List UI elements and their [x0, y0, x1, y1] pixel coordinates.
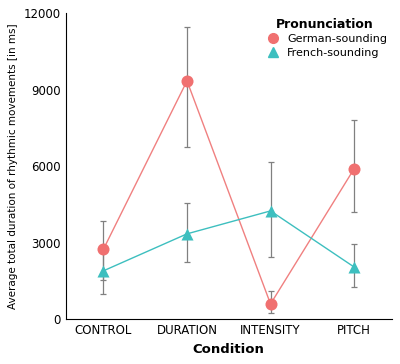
Y-axis label: Average total duration of rhythmic movements [in ms]: Average total duration of rhythmic movem… — [8, 24, 18, 309]
Point — [351, 166, 357, 172]
Point — [267, 208, 274, 214]
X-axis label: Condition: Condition — [193, 343, 265, 356]
Legend: German-sounding, French-sounding: German-sounding, French-sounding — [259, 16, 389, 60]
Point — [100, 268, 107, 274]
Point — [100, 246, 107, 252]
Point — [184, 231, 190, 237]
Point — [267, 301, 274, 307]
Point — [184, 78, 190, 84]
Point — [351, 264, 357, 270]
